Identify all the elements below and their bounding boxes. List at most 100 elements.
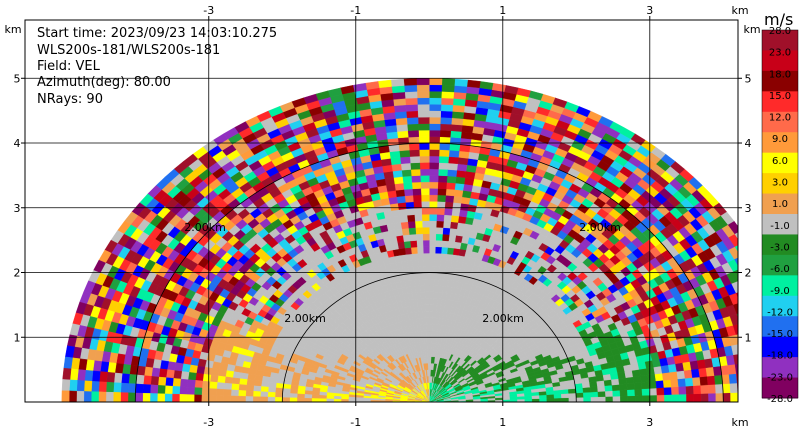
velocity-cell xyxy=(443,207,453,216)
velocity-cell xyxy=(61,390,70,402)
ring-label: 2.00km xyxy=(579,221,621,234)
velocity-cell xyxy=(721,374,731,385)
velocity-cell xyxy=(128,374,138,385)
velocity-cell xyxy=(583,396,592,402)
velocity-cell xyxy=(625,376,635,384)
velocity-cell xyxy=(392,215,401,224)
velocity-cell xyxy=(700,384,709,394)
velocity-cell xyxy=(431,330,436,338)
velocity-cell xyxy=(91,380,100,393)
velocity-cell xyxy=(195,372,204,382)
colorbar-tick-label: -6.0 xyxy=(770,264,790,275)
velocity-cell xyxy=(422,239,430,247)
velocity-cell xyxy=(180,371,190,380)
velocity-cell xyxy=(151,367,161,378)
velocity-cell xyxy=(194,380,203,389)
velocity-cell xyxy=(429,298,434,306)
x-tick-label-top: 1 xyxy=(499,4,506,17)
velocity-cell xyxy=(62,367,72,381)
velocity-cell xyxy=(142,392,151,402)
velocity-cell xyxy=(434,252,442,261)
velocity-cell xyxy=(411,253,419,261)
y-tick-label-right: 4 xyxy=(745,137,752,150)
velocity-cell xyxy=(453,91,467,100)
velocity-cell xyxy=(318,394,327,400)
velocity-cell xyxy=(634,395,643,402)
velocity-cell xyxy=(98,391,107,402)
velocity-cell xyxy=(742,362,751,373)
velocity-cell xyxy=(392,91,406,100)
velocity-cell xyxy=(208,394,217,402)
velocity-cell xyxy=(445,260,453,268)
velocity-cell xyxy=(187,379,196,388)
velocity-cell xyxy=(224,376,233,384)
velocity-cell xyxy=(404,91,418,99)
velocity-cell xyxy=(441,91,455,99)
velocity-cell xyxy=(620,395,628,402)
velocity-cell xyxy=(429,175,439,183)
velocity-cell xyxy=(619,383,628,391)
velocity-cell xyxy=(127,392,136,402)
velocity-cell xyxy=(245,384,255,392)
velocity-cell xyxy=(157,393,166,402)
velocity-cell xyxy=(466,79,481,89)
velocity-cell xyxy=(282,397,290,402)
velocity-cell xyxy=(409,233,417,242)
velocity-cell xyxy=(443,272,450,281)
velocity-cell xyxy=(450,215,460,223)
velocity-cell xyxy=(296,393,305,399)
velocity-cell xyxy=(83,391,92,402)
colorbar-tick-label: 3.0 xyxy=(772,178,788,189)
velocity-cell xyxy=(423,259,430,267)
velocity-cell xyxy=(447,156,459,165)
velocity-cell xyxy=(395,189,405,198)
velocity-cell xyxy=(452,98,466,107)
colorbar-tick-label: 15.0 xyxy=(769,91,791,102)
velocity-cell xyxy=(231,377,241,385)
velocity-cell xyxy=(259,396,268,402)
velocity-cell xyxy=(750,330,760,342)
velocity-cell xyxy=(750,362,759,373)
velocity-cell xyxy=(408,227,417,235)
velocity-cell xyxy=(436,201,446,209)
velocity-cell xyxy=(414,220,423,228)
colorbar-unit: m/s xyxy=(764,10,794,29)
velocity-cell xyxy=(90,391,99,402)
ring-label: 2.00km xyxy=(184,221,226,234)
colorbar-tick-label: 23.0 xyxy=(769,48,791,59)
velocity-cell xyxy=(539,394,548,399)
velocity-cell xyxy=(398,208,408,217)
velocity-cell xyxy=(698,367,708,378)
velocity-cell xyxy=(441,240,449,248)
velocity-cell xyxy=(441,233,450,242)
velocity-cell xyxy=(318,398,327,402)
velocity-cell xyxy=(407,220,416,229)
velocity-cell xyxy=(414,279,421,287)
velocity-cell xyxy=(157,385,166,395)
velocity-cell xyxy=(445,182,456,190)
velocity-cell xyxy=(413,207,423,215)
velocity-cell xyxy=(568,392,577,398)
ring-label: 2.00km xyxy=(482,312,524,325)
velocity-cell xyxy=(451,111,465,119)
velocity-cell xyxy=(267,391,276,398)
velocity-cell xyxy=(442,227,451,235)
velocity-cell xyxy=(619,389,628,397)
velocity-cell xyxy=(429,142,440,150)
velocity-cell xyxy=(282,392,291,398)
velocity-cell xyxy=(390,209,400,218)
velocity-cell xyxy=(676,370,686,380)
velocity-cell xyxy=(410,246,418,255)
velocity-cell xyxy=(429,285,435,293)
velocity-cell xyxy=(752,273,764,286)
velocity-cell xyxy=(452,195,463,204)
velocity-cell xyxy=(142,384,151,394)
x-tick-label-top: -1 xyxy=(350,4,361,17)
velocity-cell xyxy=(404,195,414,203)
velocity-cell xyxy=(429,311,434,319)
velocity-cell xyxy=(715,392,724,402)
velocity-cell xyxy=(445,253,454,262)
velocity-cell xyxy=(632,375,642,384)
velocity-cell xyxy=(590,391,599,398)
velocity-cell xyxy=(135,392,144,402)
